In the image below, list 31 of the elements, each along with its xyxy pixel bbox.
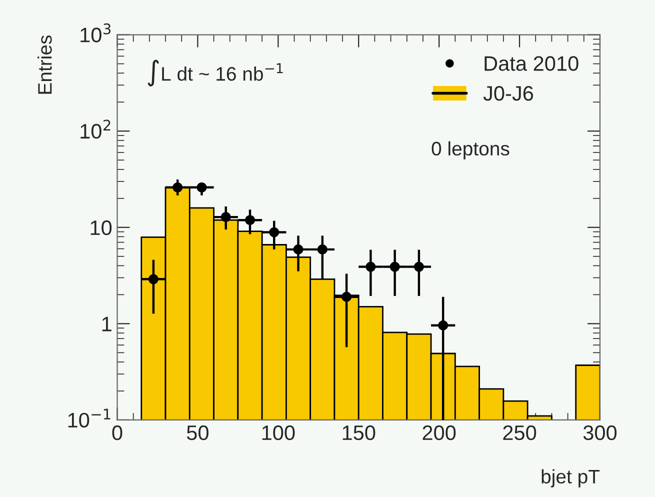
x-tick-label: 0 <box>112 425 122 440</box>
point <box>438 320 448 330</box>
legend-label: J0-J6 <box>483 86 534 101</box>
point <box>269 227 280 238</box>
x-tick-label: 300 <box>583 425 617 440</box>
y-tick-label: 10$^{2}$ <box>80 120 110 139</box>
point <box>244 215 256 226</box>
annotation: 0 leptons <box>432 141 510 160</box>
point <box>196 182 207 192</box>
point <box>390 262 400 272</box>
x-tick-label: 250 <box>503 425 536 440</box>
y-tick-label: 10 <box>90 220 112 236</box>
y-axis-title: Entries <box>38 35 52 94</box>
point <box>293 244 304 254</box>
x-tick-label: 200 <box>422 425 456 440</box>
point <box>148 274 158 284</box>
x-tick-label: 150 <box>342 425 376 440</box>
x-tick-label: 100 <box>262 425 295 440</box>
point <box>342 292 352 302</box>
point <box>172 182 183 192</box>
point <box>366 262 376 272</box>
y-tick-label: 10$^{−1}$ <box>68 408 110 428</box>
y-tick-label: 10$^{3}$ <box>80 23 111 42</box>
point <box>414 262 424 272</box>
x-tick-label: 50 <box>186 425 208 440</box>
annotation: ∫L dt ~ 16 nb$^{−1}$ <box>148 60 283 86</box>
y-tick-label: 1 <box>102 316 112 332</box>
point <box>220 212 231 222</box>
point <box>317 244 328 254</box>
legend-label: Data 2010 <box>484 56 578 71</box>
x-axis-title: bjet pT <box>542 469 600 488</box>
